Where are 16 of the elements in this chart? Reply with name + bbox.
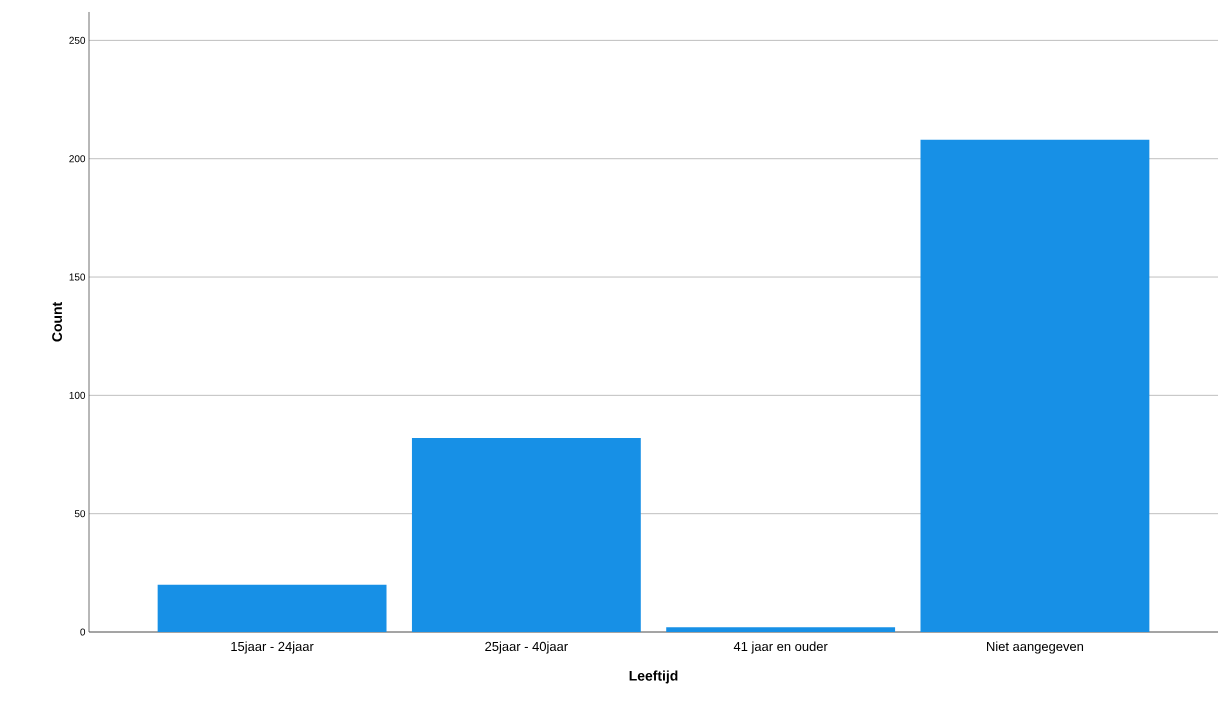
x-axis-title: Leeftijd [629,670,678,684]
bar [666,627,896,632]
y-axis-title: Count [52,302,63,342]
bar [157,584,387,632]
x-tick-label: 15jaar - 24jaar [231,641,314,654]
y-tick-label: 0 [80,628,86,636]
y-tick-label: 150 [69,273,86,281]
bar [411,437,641,632]
y-tick-label: 250 [69,36,86,44]
y-tick-label: 200 [69,155,86,163]
bar [920,139,1150,632]
y-tick-label: 50 [74,510,86,518]
x-tick-label: 41 jaar en ouder [733,641,828,654]
y-tick-label: 100 [69,391,86,399]
x-tick-label: 25jaar - 40jaar [485,641,568,654]
x-tick-label: Niet aangegeven [987,641,1084,654]
